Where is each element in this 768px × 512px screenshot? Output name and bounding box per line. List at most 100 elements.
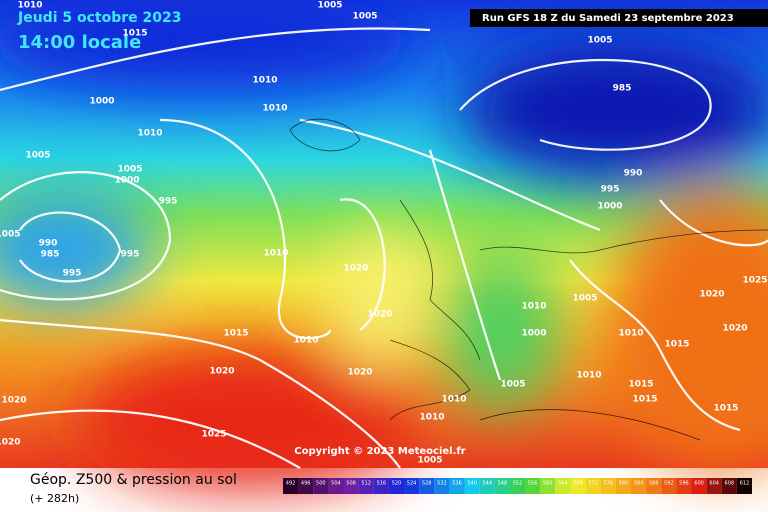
scale-cell — [555, 478, 571, 494]
isobar-label: 995 — [601, 185, 620, 195]
isobar-label: 985 — [41, 250, 60, 260]
isobar-label: 1010 — [521, 302, 546, 312]
scale-cell — [479, 478, 495, 494]
isobar-label: 1000 — [521, 329, 546, 339]
scale-label: 500 — [316, 481, 326, 487]
isobar-label: 990 — [624, 169, 643, 179]
scale-label: 540 — [467, 481, 477, 487]
isobar-label: 1010 — [252, 76, 277, 86]
isobar-label: 1020 — [722, 324, 747, 334]
isobar-label: 1020 — [699, 290, 724, 300]
scale-cell — [419, 478, 435, 494]
scale-label: 524 — [407, 481, 417, 487]
isobar-label: 1010 — [441, 395, 466, 405]
isobar-label: 1010 — [576, 371, 601, 381]
isobar-label: 1005 — [0, 230, 21, 240]
isobar-label: 1010 — [137, 129, 162, 139]
isobar-label: 1015 — [664, 340, 689, 350]
isobar-label: 1020 — [347, 368, 372, 378]
scale-label: 580 — [619, 481, 629, 487]
isobar-label: 1005 — [587, 36, 612, 46]
isobar-label: 1020 — [0, 438, 21, 448]
scale-label: 528 — [422, 481, 432, 487]
scale-label: 548 — [498, 481, 508, 487]
scale-cell — [328, 478, 344, 494]
isobar-labels: 1010 1005 1005 1015 1005 1010 985 1000 1010 1010 1… — [0, 1, 768, 466]
scale-cell — [615, 478, 631, 494]
isobar-label: 995 — [63, 269, 82, 279]
scale-cell — [343, 478, 359, 494]
scale-label: 512 — [361, 481, 371, 487]
scale-cell — [298, 478, 314, 494]
scale-cell — [388, 478, 405, 494]
map: Run GFS 18 Z du Samedi 23 septembre 2023… — [0, 0, 768, 490]
scale-cell — [449, 478, 465, 494]
lead-time: (+ 282h) — [30, 492, 79, 505]
scale-cell — [630, 478, 647, 494]
isobar-label: 995 — [159, 197, 178, 207]
forecast-date: Jeudi 5 octobre 2023 — [17, 10, 181, 26]
isobar-label: 1015 — [122, 29, 147, 39]
isobar-label: 1010 — [618, 329, 643, 339]
scale-label: 520 — [392, 481, 402, 487]
isobar-label: 1005 — [572, 294, 597, 304]
scale-cell — [570, 478, 586, 494]
isobar-label: 1005 — [352, 12, 377, 22]
scale-label: 572 — [588, 481, 598, 487]
isobar-label: 1015 — [713, 404, 738, 414]
scale-cell — [540, 478, 556, 494]
scale-cell — [691, 478, 707, 494]
scale-cell — [721, 478, 737, 494]
scale-cell — [661, 478, 677, 494]
isobar-label: 1005 — [117, 165, 142, 175]
scale-cell — [373, 478, 389, 494]
isobar-label: 1005 — [317, 1, 342, 11]
scale-label: 576 — [604, 481, 614, 487]
scale-label: 596 — [679, 481, 689, 487]
isobar-label: 1015 — [223, 329, 248, 339]
scale-cell — [736, 478, 752, 494]
scale-label: 516 — [377, 481, 387, 487]
isobar-label: 995 — [121, 250, 140, 260]
scale-cell — [313, 478, 329, 494]
isobar-label: 1025 — [201, 430, 226, 440]
scale-label: 536 — [452, 481, 462, 487]
scale-label: 552 — [513, 481, 523, 487]
copyright: Copyright © 2023 Meteociel.fr — [294, 446, 465, 457]
scale-cell — [676, 478, 692, 494]
scale-label: 608 — [725, 481, 735, 487]
isobar-label: 1020 — [1, 396, 26, 406]
forecast-time: 14:00 locale — [18, 32, 141, 53]
isobar-label: 1005 — [500, 380, 525, 390]
color-scale: 492 496 500 504 508 512 516 520 524 528 532 536 540 5… — [283, 478, 752, 494]
scale-label: 496 — [301, 481, 311, 487]
scale-label: 560 — [543, 481, 553, 487]
isobar-label: 1020 — [367, 310, 392, 320]
isobar-label: 990 — [39, 239, 58, 249]
isobar-label: 1000 — [114, 176, 139, 186]
scale-label: 612 — [740, 481, 750, 487]
scale-label: 564 — [558, 481, 568, 487]
run-info: Run GFS 18 Z du Samedi 23 septembre 2023 — [482, 13, 734, 24]
isobar-label: 1020 — [343, 264, 368, 274]
scale-label: 592 — [664, 481, 674, 487]
scale-label: 604 — [709, 481, 719, 487]
isobar-label: 1000 — [597, 202, 622, 212]
isobar-label: 1010 — [262, 104, 287, 114]
isobar-label: 1015 — [628, 380, 653, 390]
scale-cell — [706, 478, 722, 494]
scale-cell — [600, 478, 616, 494]
product-title: Géop. Z500 & pression au sol — [30, 472, 237, 488]
scale-cell — [509, 478, 526, 494]
scale-cell — [358, 478, 374, 494]
scale-label: 532 — [437, 481, 447, 487]
scale-cell — [283, 478, 299, 494]
isobar-label: 1005 — [25, 151, 50, 161]
isobar-label: 1010 — [293, 336, 318, 346]
scale-label: 492 — [286, 481, 296, 487]
isobar-label: 1000 — [89, 97, 114, 107]
isobar-label: 1005 — [417, 456, 442, 466]
isobar-label: 1015 — [632, 395, 657, 405]
isobar-label: 1025 — [742, 276, 767, 286]
